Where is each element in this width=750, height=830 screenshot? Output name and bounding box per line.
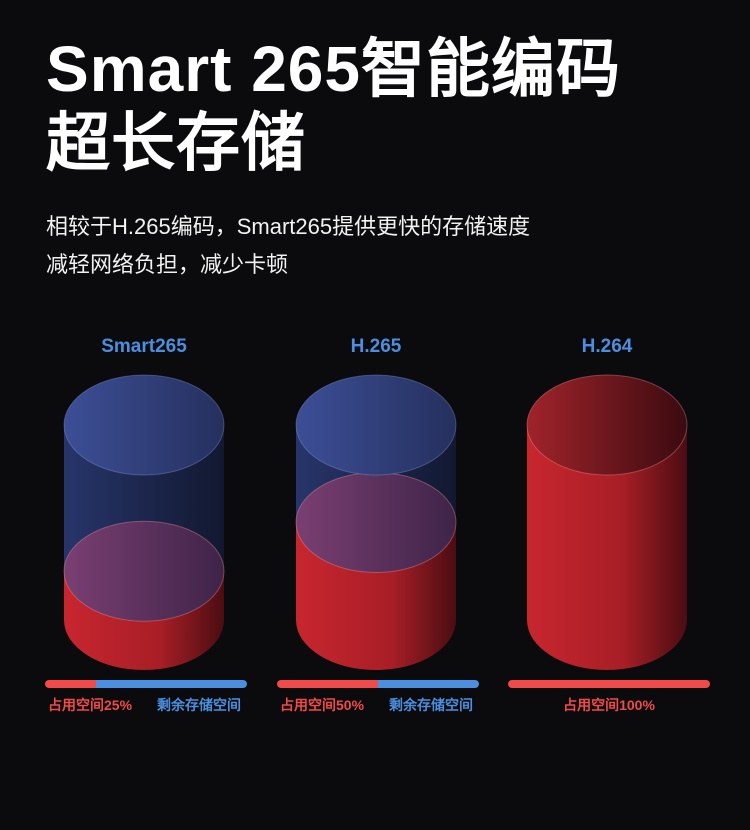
column-label: H.264 <box>581 336 633 357</box>
column-label: H.265 <box>350 336 402 357</box>
cylinder-fill-level <box>295 472 457 573</box>
free-space-label: 剩余存储空间 <box>389 697 473 713</box>
usage-bar-free <box>95 680 247 688</box>
cylinder-top <box>295 374 457 476</box>
free-space-label: 剩余存储空间 <box>157 697 241 713</box>
title-line-1: Smart 265智能编码 <box>46 33 621 105</box>
used-space-label: 占用空间50% <box>280 697 365 713</box>
cylinder-fill-level <box>526 374 688 476</box>
subtitle-line-1: 相较于H.265编码，Smart265提供更快的存储速度 <box>46 214 531 239</box>
usage-bar-used <box>45 680 96 688</box>
page-title: Smart 265智能编码 超长存储 <box>46 32 621 180</box>
title-line-2: 超长存储 <box>46 107 306 179</box>
used-space-label: 占用空间25% <box>48 697 133 713</box>
usage-bar-free <box>378 680 479 688</box>
cylinder-used-body <box>527 425 687 670</box>
used-space-label: 占用空间100% <box>563 697 655 713</box>
usage-bar <box>45 680 247 688</box>
usage-bar <box>508 680 710 688</box>
usage-bar-used <box>277 680 378 688</box>
usage-bar <box>277 680 479 688</box>
subtitle: 相较于H.265编码，Smart265提供更快的存储速度 减轻网络负担，减少卡顿 <box>46 208 530 284</box>
subtitle-line-2: 减轻网络负担，减少卡顿 <box>46 252 289 277</box>
cylinder-fill-level <box>63 520 225 622</box>
column-label: Smart265 <box>101 336 187 357</box>
usage-bar-used <box>508 680 710 688</box>
cylinder-top <box>63 374 225 476</box>
